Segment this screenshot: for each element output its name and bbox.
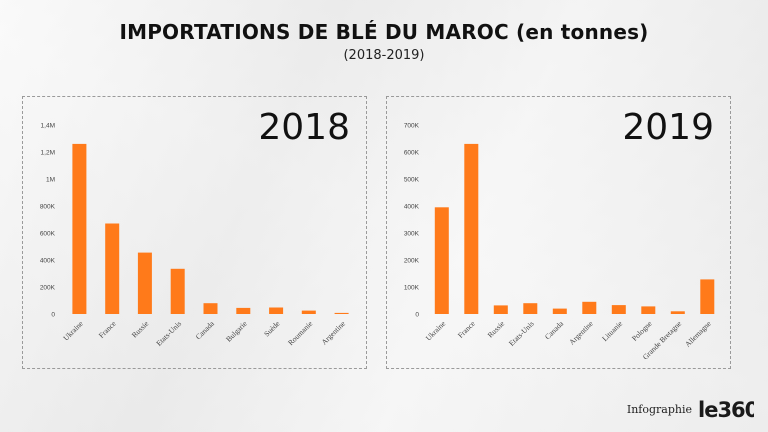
y-tick-label: 100K — [404, 285, 420, 292]
bar-ukraine — [72, 143, 87, 314]
bar-roumanie — [301, 310, 316, 314]
credit-label: Infographie — [626, 402, 692, 416]
x-tick-label: Etats-Unis — [507, 319, 536, 348]
y-tick-label: 300K — [404, 231, 420, 238]
y-tick-label: 600K — [404, 150, 420, 157]
bar-etats-unis — [170, 268, 185, 314]
y-tick-label: 200K — [404, 258, 420, 265]
bar-france — [105, 223, 120, 314]
bar-pologne — [641, 306, 656, 314]
x-tick-label: Canada — [194, 319, 217, 342]
x-tick-label: Canada — [543, 319, 566, 342]
x-tick-label: Pologne — [630, 319, 654, 343]
bar-russie — [137, 252, 152, 314]
bar-france — [464, 143, 479, 314]
bar-chart-2019: 0 100K 200K 300K 400K 500K 600K 700K Ukraine Fran… — [404, 123, 715, 361]
y-tick-label: 0 — [415, 312, 419, 319]
bar-lituanie — [611, 305, 626, 314]
bar-canada — [203, 303, 218, 314]
x-tick-label: Roumanie — [286, 319, 315, 348]
bar-russie — [493, 305, 508, 314]
x-tick-label: Ukraine — [61, 319, 85, 343]
bar-argentine — [582, 301, 597, 314]
x-tick-label: France — [456, 319, 477, 340]
y-tick-label: 800K — [40, 204, 56, 211]
y-tick-label: 1,4M — [41, 123, 55, 130]
x-tick-label: Russie — [130, 319, 151, 340]
bar-argentine — [334, 312, 349, 314]
y-tick-label: 400K — [404, 204, 420, 211]
year-label-2019: 2019 — [622, 107, 714, 148]
bar-chart-2018: 0 200K 400K 600K 800K 1M 1,2M 1,4M Ukraine France… — [40, 123, 349, 348]
bar-canada — [552, 308, 567, 314]
y-tick-label: 0 — [51, 312, 55, 319]
y-tick-label: 700K — [404, 123, 420, 130]
year-label-2018: 2018 — [258, 107, 350, 148]
x-tick-label: Suède — [262, 319, 282, 339]
y-tick-label: 600K — [40, 231, 56, 238]
x-tick-label: Argentine — [320, 319, 348, 347]
chart-title: IMPORTATIONS DE BLÉ DU MAROC (en tonnes) — [119, 20, 649, 44]
le360-logo: le360 — [698, 398, 754, 420]
bar-allemagne — [700, 279, 715, 314]
x-tick-label: Etats-Unis — [154, 319, 183, 348]
bar-etats-unis — [523, 303, 538, 314]
x-tick-label: Lituanie — [600, 319, 625, 344]
y-tick-label: 1M — [46, 177, 55, 184]
x-tick-label: Bulgarie — [224, 319, 249, 344]
y-tick-label: 200K — [40, 285, 56, 292]
x-tick-label: Russie — [486, 319, 507, 340]
bar-su-de — [269, 307, 284, 314]
x-tick-label: Allemagne — [683, 319, 713, 349]
y-tick-label: 400K — [40, 258, 56, 265]
bar-ukraine — [434, 207, 449, 314]
x-tick-label: France — [97, 319, 118, 340]
y-tick-label: 500K — [404, 177, 420, 184]
chart-panel-2019: 0 100K 200K 300K 400K 500K 600K 700K Ukraine Fran… — [386, 96, 731, 369]
x-tick-label: Argentine — [567, 319, 595, 347]
logo-text: le360 — [698, 398, 754, 420]
chart-panel-2018: 0 200K 400K 600K 800K 1M 1,2M 1,4M Ukraine France… — [22, 96, 367, 369]
footer: Infographie le360 — [627, 398, 754, 420]
x-tick-label: Ukraine — [424, 319, 448, 343]
bar-grande-bretagne — [670, 311, 685, 314]
y-tick-label: 1,2M — [41, 150, 55, 157]
bar-bulgarie — [236, 307, 251, 314]
chart-subtitle: (2018-2019) — [343, 48, 425, 63]
